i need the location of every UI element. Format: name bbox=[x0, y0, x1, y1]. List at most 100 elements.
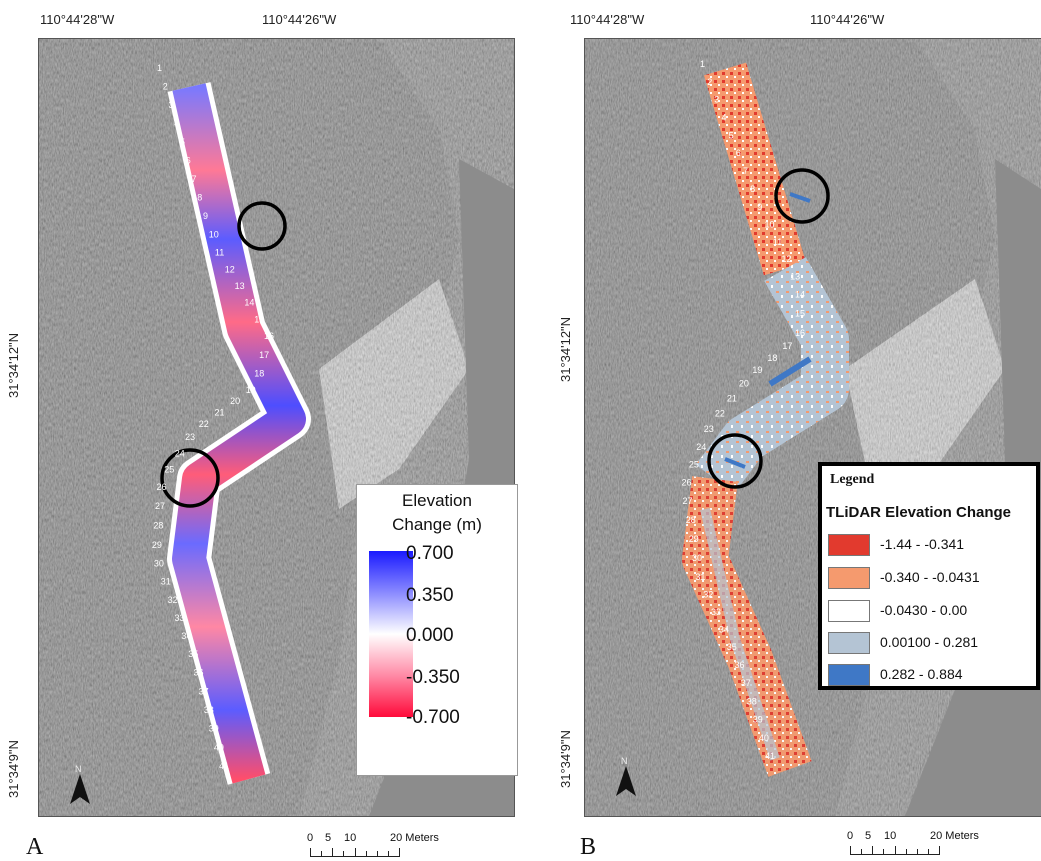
highlight-circle-2 bbox=[160, 448, 220, 508]
lon-label-2: 110°44'26"W bbox=[810, 12, 885, 27]
scale-bar-b: 0 5 10 20 Meters bbox=[847, 830, 979, 855]
highlight-circle-1 bbox=[774, 168, 830, 224]
station-label: 40 bbox=[759, 733, 769, 743]
map-b: 1 2 3 4 5 6 7 8 9 10 11 12 13 14 15 16 17 18 19 20 21 22 23 24 2… bbox=[584, 38, 1041, 817]
station-label: 17 bbox=[782, 341, 792, 351]
station-label: 36 bbox=[735, 660, 745, 670]
station-label: 27 bbox=[155, 501, 165, 511]
station-label: 19 bbox=[752, 365, 762, 375]
station-label: 24 bbox=[696, 442, 706, 452]
station-label: 2 bbox=[163, 82, 168, 92]
station-label: 14 bbox=[795, 289, 805, 299]
station-label: 38 bbox=[747, 696, 757, 706]
highlight-circle-1 bbox=[237, 201, 287, 251]
lat-label-1: 31°34'12"N bbox=[6, 332, 21, 398]
station-label: 14 bbox=[244, 298, 254, 308]
station-label: 1 bbox=[157, 63, 162, 73]
station-label: 9 bbox=[203, 211, 208, 221]
legend-tick-0: 0.700 bbox=[406, 543, 454, 564]
north-arrow-icon: N bbox=[614, 756, 638, 796]
legend-title: Legend bbox=[830, 472, 875, 487]
station-label: 38 bbox=[204, 705, 214, 715]
station-label: 15 bbox=[795, 309, 805, 319]
station-label: 27 bbox=[683, 496, 693, 506]
station-label: 30 bbox=[154, 559, 164, 569]
station-label: 39 bbox=[209, 724, 219, 734]
legend-tick-1: 0.350 bbox=[406, 585, 454, 606]
station-label: 13 bbox=[235, 281, 245, 291]
elevation-gradient-legend: Elevation Change (m) 0.700 0.350 0.000 -… bbox=[356, 484, 518, 776]
station-label: 41 bbox=[765, 751, 775, 761]
stream-upper-change bbox=[703, 62, 807, 276]
gradient-colorbar bbox=[369, 551, 413, 717]
station-label: 4 bbox=[174, 118, 179, 128]
tlidar-class-legend: Legend TLiDAR Elevation Change -1.44 - -… bbox=[818, 462, 1040, 690]
lon-label-1: 110°44'28"W bbox=[40, 12, 115, 27]
station-label: 13 bbox=[790, 271, 800, 281]
station-label: 18 bbox=[767, 353, 777, 363]
panel-a: 110°44'28"W 110°44'26"W 31°34'12"N 31°34… bbox=[0, 0, 520, 861]
station-label: 7 bbox=[743, 166, 748, 176]
station-label: 19 bbox=[246, 385, 256, 395]
highlight-circle-2 bbox=[707, 433, 763, 489]
station-label: 3 bbox=[169, 100, 174, 110]
station-label: 16 bbox=[795, 328, 805, 338]
station-label: 10 bbox=[765, 220, 775, 230]
north-arrow-icon: N bbox=[68, 764, 92, 804]
legend-swatch bbox=[828, 534, 870, 556]
station-label: 12 bbox=[225, 264, 235, 274]
legend-title-line1: Elevation bbox=[402, 491, 472, 510]
station-label: 21 bbox=[727, 394, 737, 404]
scale-bar-a: 0 5 10 20 Meters bbox=[307, 832, 439, 857]
station-label: 9 bbox=[757, 202, 762, 212]
station-label: 34 bbox=[181, 631, 191, 641]
station-label: 37 bbox=[741, 678, 751, 688]
station-label: 26 bbox=[157, 482, 167, 492]
panel-letter-a: A bbox=[26, 834, 44, 860]
legend-swatch bbox=[828, 664, 870, 686]
lat-label-2: 31°34'9"N bbox=[558, 730, 573, 788]
station-label: 23 bbox=[704, 424, 714, 434]
station-label: 6 bbox=[186, 155, 191, 165]
panel-b: 110°44'28"W 110°44'26"W 31°34'12"N 31°34… bbox=[540, 0, 1041, 861]
station-label: 26 bbox=[682, 477, 692, 487]
station-label: 32 bbox=[703, 590, 713, 600]
station-label: 17 bbox=[259, 350, 269, 360]
station-label: 23 bbox=[185, 432, 195, 442]
station-label: 32 bbox=[168, 595, 178, 605]
station-labels-b: 1234567891011121314151617181920212223242… bbox=[682, 59, 806, 761]
legend-subtitle: TLiDAR Elevation Change bbox=[826, 504, 1012, 521]
station-label: 11 bbox=[773, 237, 782, 247]
station-label: 29 bbox=[689, 534, 699, 544]
station-label: 33 bbox=[175, 613, 185, 623]
station-labels-a: 1234567891011121314151617181920212223242… bbox=[152, 63, 274, 771]
station-label: 4 bbox=[722, 113, 727, 123]
legend-title-line2: Change (m) bbox=[392, 515, 482, 534]
lon-label-2: 110°44'26"W bbox=[262, 12, 337, 27]
legend-tick-3: -0.350 bbox=[406, 667, 460, 688]
station-label: 37 bbox=[199, 686, 209, 696]
station-label: 24 bbox=[175, 448, 185, 458]
panel-letter-b: B bbox=[580, 834, 597, 860]
station-label: 5 bbox=[180, 137, 185, 147]
station-label: 18 bbox=[254, 369, 264, 379]
station-label: 12 bbox=[782, 254, 792, 264]
station-label: 35 bbox=[188, 649, 198, 659]
station-label: 39 bbox=[753, 715, 763, 725]
station-label: 34 bbox=[719, 625, 729, 635]
station-label: 6 bbox=[736, 148, 741, 158]
station-label: 3 bbox=[714, 95, 719, 105]
station-label: 41 bbox=[219, 761, 229, 771]
station-label: 25 bbox=[689, 460, 699, 470]
station-label: 7 bbox=[192, 174, 197, 184]
legend-swatch bbox=[828, 567, 870, 589]
elevation-change-stream bbox=[172, 83, 306, 784]
station-label: 20 bbox=[230, 396, 240, 406]
station-label: 11 bbox=[215, 248, 224, 258]
station-label: 30 bbox=[692, 553, 702, 563]
station-label: 10 bbox=[209, 229, 219, 239]
station-label: 5 bbox=[729, 130, 734, 140]
station-label: 1 bbox=[700, 59, 705, 69]
stream-middle-change bbox=[695, 257, 849, 494]
station-label: 31 bbox=[695, 572, 705, 582]
